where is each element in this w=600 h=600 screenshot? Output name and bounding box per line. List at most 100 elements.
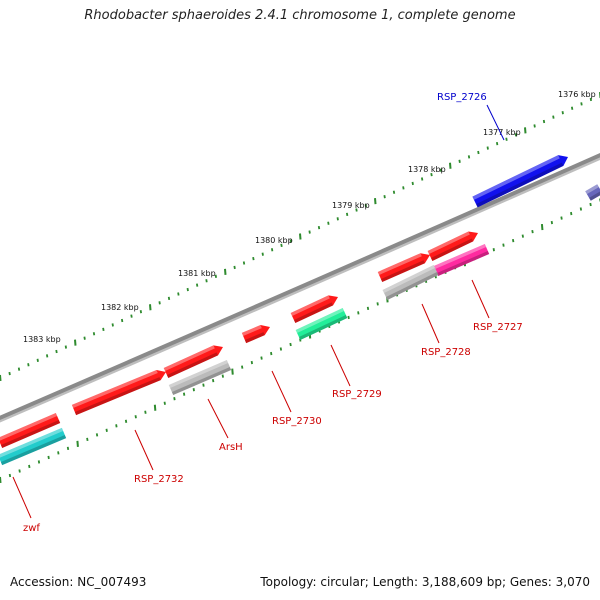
gene-rsp-2728-b-shade <box>385 271 439 300</box>
gene-label-rsp-2729[interactable]: RSP_2729 <box>332 389 382 400</box>
outer-minor-tick <box>439 168 443 172</box>
outer-minor-tick <box>458 159 461 163</box>
outer-minor-tick <box>17 367 21 371</box>
connector-rsp-2730 <box>271 370 292 413</box>
gene-rsp-2728-b-highlight <box>382 265 436 294</box>
gene-rsp-2728-b[interactable] <box>382 265 439 300</box>
scale-label: 1382 kbp <box>101 303 139 312</box>
topology-text: Topology: circular; Length: 3,188,609 bp… <box>260 575 590 589</box>
outer-minor-tick <box>167 296 171 301</box>
gene-partial-right-highlight <box>585 184 599 195</box>
gene-rsp-2727-a-body <box>427 231 478 261</box>
gene-rsp-2728-shade <box>380 260 425 283</box>
gene-track <box>0 152 600 466</box>
gene-rsp-2732-body <box>71 369 166 416</box>
gene-label-rsp-2732[interactable]: RSP_2732 <box>134 474 184 485</box>
gene-rsp-2732[interactable] <box>71 367 168 416</box>
outer-major-tick <box>224 268 227 275</box>
inner-minor-tick <box>86 437 89 442</box>
gene-zwf-a-highlight <box>0 412 58 441</box>
inner-minor-tick <box>221 374 224 378</box>
inner-minor-tick <box>289 342 292 347</box>
inner-minor-tick <box>550 220 554 225</box>
gene-zwf-a-shade <box>0 420 61 449</box>
gene-rsp-2729-a-highlight <box>290 295 330 317</box>
gene-labels: RSP_2726 RSP_2727 RSP_2728 RSP_2729 RSP_… <box>23 92 523 534</box>
inner-minor-tick <box>357 311 360 315</box>
outer-minor-tick <box>242 261 246 265</box>
outer-minor-tick <box>467 155 471 159</box>
gene-label-arsh[interactable]: ArsH <box>219 442 243 453</box>
inner-minor-tick <box>124 419 128 423</box>
outer-minor-tick <box>111 323 114 327</box>
gene-rsp-2726-body <box>472 155 568 208</box>
inner-minor-tick <box>18 469 21 473</box>
outer-minor-tick <box>402 186 405 190</box>
outer-minor-tick <box>505 137 508 141</box>
gene-rsp-2729[interactable] <box>295 308 348 340</box>
gene-partial-right[interactable] <box>585 184 600 201</box>
inner-minor-tick <box>163 401 166 405</box>
outer-minor-tick <box>120 318 124 323</box>
outer-minor-tick <box>92 332 96 336</box>
inner-minor-tick <box>115 424 118 428</box>
inner-minor-tick <box>560 216 563 220</box>
outer-minor-tick <box>252 256 255 261</box>
connector-rsp-2728 <box>421 303 440 344</box>
gene-rsp-2729-a[interactable] <box>290 292 341 323</box>
gene-arsh-b-body <box>168 359 232 396</box>
genome-backbone <box>0 153 600 421</box>
gene-zwf-a[interactable] <box>0 412 61 449</box>
outer-minor-tick <box>542 119 546 124</box>
gene-arsh[interactable] <box>163 342 226 379</box>
outer-minor-tick <box>83 336 86 340</box>
outer-minor-tick <box>514 133 518 137</box>
gene-label-rsp-2726[interactable]: RSP_2726 <box>437 92 487 103</box>
gene-arsh-b[interactable] <box>168 359 232 396</box>
connector-zwf <box>12 476 32 519</box>
inner-minor-tick <box>570 211 573 216</box>
outer-minor-tick <box>411 181 414 186</box>
gene-label-zwf[interactable]: zwf <box>23 523 40 534</box>
outer-major-tick <box>149 304 152 311</box>
outer-minor-tick <box>233 265 236 270</box>
outer-minor-tick <box>336 217 339 221</box>
inner-minor-tick <box>492 248 495 252</box>
gene-rsp-2726-highlight <box>472 155 560 200</box>
gene-rsp-2727-highlight <box>433 243 487 269</box>
outer-minor-tick <box>177 292 180 296</box>
outer-minor-tick <box>280 243 283 247</box>
gene-rsp-2729-shade <box>298 314 348 340</box>
inner-minor-tick <box>144 410 147 414</box>
inner-major-tick <box>540 224 544 231</box>
inner-minor-tick <box>347 315 350 320</box>
scale-label: 1383 kbp <box>23 335 61 344</box>
gene-rsp-2727-a[interactable] <box>427 228 481 261</box>
outer-minor-tick <box>45 354 49 358</box>
outer-minor-tick <box>139 310 143 314</box>
connector-rsp-2727 <box>471 279 490 319</box>
gene-label-rsp-2728[interactable]: RSP_2728 <box>421 347 471 358</box>
gene-rsp-2727[interactable] <box>433 243 490 277</box>
outer-minor-tick <box>561 111 564 115</box>
inner-minor-tick <box>134 415 137 419</box>
inner-minor-tick <box>202 383 205 387</box>
gene-arsh-body <box>163 345 223 379</box>
scale-labels: 1376 kbp 1377 kbp 1378 kbp 1379 kbp 1380… <box>23 90 596 344</box>
gene-rsp-2728[interactable] <box>377 250 432 283</box>
gene-arsh-b-highlight <box>168 359 229 388</box>
gene-rsp-2730[interactable] <box>241 322 272 344</box>
inner-minor-tick <box>579 207 583 211</box>
inner-minor-tick <box>512 238 515 243</box>
outer-minor-tick <box>186 287 189 292</box>
outer-minor-tick <box>570 106 574 110</box>
outer-minor-tick <box>55 349 58 354</box>
gene-rsp-2726[interactable] <box>472 152 570 208</box>
gene-label-rsp-2727[interactable]: RSP_2727 <box>473 322 523 333</box>
gene-zwf[interactable] <box>0 427 67 466</box>
gene-rsp-2730-body <box>241 325 271 344</box>
outer-minor-tick <box>392 190 396 194</box>
gene-label-rsp-2730[interactable]: RSP_2730 <box>272 416 322 427</box>
outer-minor-tick <box>317 226 321 230</box>
scale-label: 1377 kbp <box>483 128 521 137</box>
